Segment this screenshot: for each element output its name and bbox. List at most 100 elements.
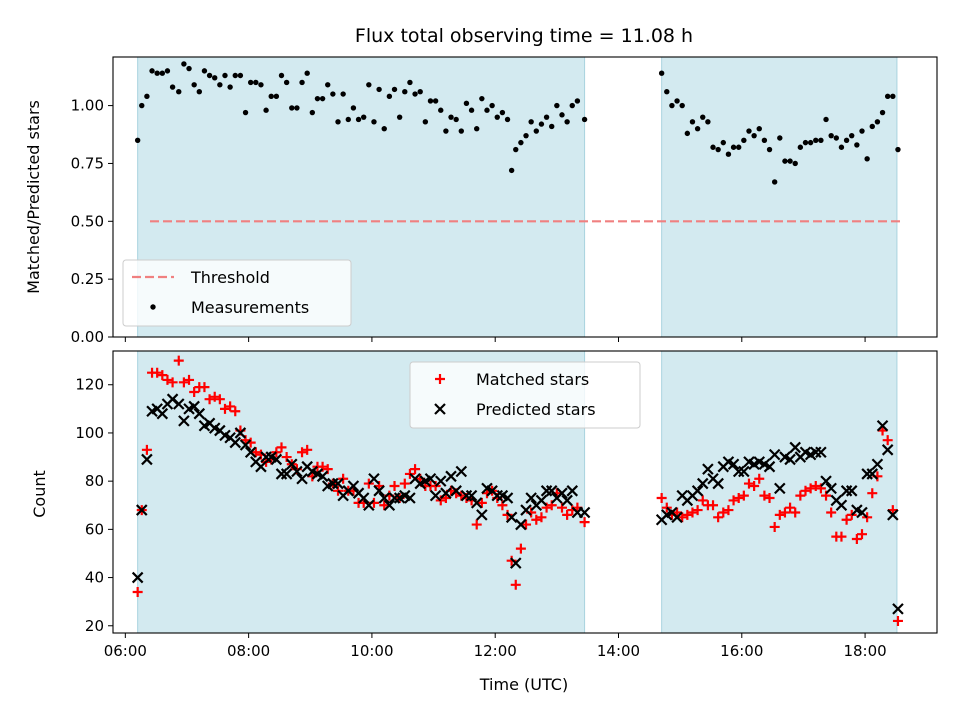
data-point	[494, 114, 500, 120]
data-point	[258, 82, 264, 88]
data-point	[761, 137, 768, 144]
data-point	[410, 464, 421, 475]
y-axis-label-bottom: Count	[30, 470, 49, 518]
data-point	[270, 453, 283, 466]
x-tick-label: 12:00	[474, 642, 517, 660]
data-point	[291, 465, 303, 478]
data-point	[892, 615, 903, 626]
data-point	[247, 79, 254, 86]
data-point	[434, 475, 447, 487]
data-point	[172, 398, 185, 410]
x-tick-label: 06:00	[104, 642, 147, 660]
data-point	[533, 128, 540, 134]
data-point	[656, 493, 667, 504]
data-point	[727, 458, 740, 471]
data-point	[453, 116, 459, 123]
data-point	[135, 504, 148, 516]
data-point	[784, 453, 796, 466]
x-tick-label: 10:00	[350, 642, 393, 660]
data-point	[510, 579, 521, 590]
bottom-panel: 20 40 60 80 100 120 06:00 08:00 10:00 12:00 14:00 1…	[75, 350, 938, 660]
data-point	[476, 497, 487, 508]
data-point	[509, 557, 522, 569]
data-point	[849, 132, 855, 139]
legend-box	[409, 361, 641, 429]
y-tick-label: 60	[85, 520, 104, 538]
data-point	[694, 126, 701, 132]
data-point	[738, 465, 750, 478]
data-point	[549, 123, 555, 130]
chart-title: Flux total observing time = 11.08 h	[355, 25, 693, 47]
data-point	[196, 89, 203, 95]
data-point	[749, 480, 760, 491]
data-point	[399, 478, 410, 489]
x-tick-label: 08:00	[227, 642, 270, 660]
data-point	[304, 70, 310, 76]
y-tick-label: 40	[85, 569, 104, 587]
data-point	[720, 139, 726, 146]
data-point	[156, 407, 169, 420]
data-point	[813, 137, 819, 144]
data-point	[723, 505, 734, 516]
data-point	[879, 109, 886, 116]
data-point	[429, 489, 442, 502]
data-point	[841, 514, 852, 525]
data-point	[164, 68, 171, 74]
data-point	[687, 507, 698, 518]
data-point	[376, 86, 382, 93]
data-point	[193, 407, 206, 420]
data-point	[838, 144, 845, 150]
data-point	[131, 571, 144, 584]
data-point	[253, 79, 259, 86]
observing-window	[661, 57, 897, 337]
data-point	[484, 107, 490, 113]
data-point	[357, 492, 370, 504]
y-tick-label: 0.00	[71, 328, 104, 346]
data-point	[476, 509, 488, 521]
data-point	[230, 406, 241, 417]
data-point	[250, 447, 261, 458]
data-point	[823, 116, 829, 123]
data-point	[404, 492, 416, 504]
data-point	[882, 435, 893, 446]
data-point	[859, 128, 865, 134]
data-point	[800, 485, 811, 496]
data-point	[471, 519, 482, 530]
data-point	[664, 89, 670, 95]
data-point	[689, 119, 696, 125]
data-point	[578, 506, 591, 519]
legend: Matched stars Predicted stars	[409, 361, 641, 429]
data-point	[566, 485, 579, 497]
data-point	[309, 109, 316, 116]
data-point	[674, 98, 680, 104]
data-point	[432, 98, 439, 104]
data-point	[820, 475, 832, 487]
data-point	[214, 394, 225, 405]
data-point	[867, 488, 878, 499]
data-point	[489, 102, 495, 109]
data-point	[581, 116, 588, 123]
data-point	[178, 415, 190, 427]
x-tick-label: 14:00	[597, 642, 640, 660]
legend-predicted-swatch	[434, 403, 446, 415]
data-point	[751, 132, 757, 139]
data-point	[515, 518, 527, 531]
data-point	[206, 72, 213, 79]
axes-frame	[112, 350, 938, 634]
data-point	[417, 89, 423, 95]
data-point	[335, 119, 341, 125]
data-point	[513, 146, 519, 153]
data-point	[708, 500, 719, 511]
data-point	[391, 86, 398, 93]
data-point	[769, 521, 780, 532]
data-point	[774, 482, 786, 495]
x-axis-label: Time (UTC)	[479, 675, 568, 694]
data-point	[297, 447, 308, 458]
data-point	[268, 93, 274, 100]
data-point	[562, 509, 573, 520]
data-point	[887, 509, 899, 521]
data-point	[199, 382, 210, 393]
data-point	[746, 128, 752, 134]
data-point	[843, 137, 850, 144]
data-point	[766, 146, 773, 153]
